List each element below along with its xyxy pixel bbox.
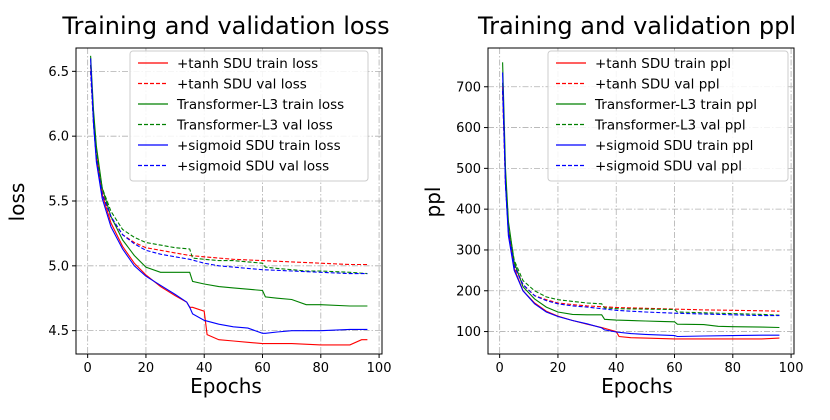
loss-chart-series-line-5 (90, 71, 368, 275)
loss-chart-legend-label: +tanh SDU val loss (177, 77, 307, 93)
loss-chart-series-line-4 (90, 58, 368, 334)
ppl-chart-xtick-label: 0 (496, 361, 504, 376)
loss-chart-legend-label: Transformer-L3 train loss (176, 97, 344, 113)
ppl-chart-title: Training and validation ppl (477, 12, 796, 40)
loss-chart-legend-label: +tanh SDU train loss (177, 56, 318, 72)
ppl-chart-ylabel: ppl (421, 187, 445, 218)
loss-chart-xtick-label: 80 (313, 361, 330, 376)
ppl-chart-xtick-label: 60 (666, 361, 683, 376)
ppl-chart-series (502, 62, 780, 340)
loss-chart-ticks: 0 20 40 60 80 100 4.5 5.0 5.5 6.0 6.5 (48, 65, 391, 376)
loss-chart-legend-label: +sigmoid SDU val loss (177, 159, 329, 175)
loss-chart-legend-label: Transformer-L3 val loss (176, 118, 333, 134)
ppl-chart-ytick-label: 700 (456, 80, 481, 95)
loss-chart-xtick-label: 0 (84, 361, 92, 376)
loss-chart-ytick-label: 6.5 (48, 65, 69, 80)
ppl-chart-ytick-label: 400 (456, 203, 481, 218)
ppl-chart-ytick-label: 500 (456, 162, 481, 177)
ppl-chart-legend-box (547, 50, 789, 182)
loss-chart-ylabel: loss (5, 183, 29, 222)
loss-chart-ytick-label: 5.5 (48, 195, 69, 210)
loss-chart-xlabel: Epochs (190, 374, 262, 398)
ppl-chart-legend-label: Transformer-L3 val ppl (594, 118, 746, 134)
loss-chart-ytick-label: 4.5 (48, 324, 69, 339)
ppl-chart-series-line-3 (502, 82, 780, 316)
ppl-chart-series-line-2 (502, 62, 780, 329)
loss-chart-xtick-label: 60 (254, 361, 271, 376)
ppl-chart-ytick-label: 600 (456, 121, 481, 136)
loss-chart-title: Training and validation loss (61, 12, 389, 40)
ppl-chart-series-line-4 (502, 72, 780, 338)
ppl-chart-ytick-label: 300 (456, 243, 481, 258)
ppl-chart-legend-label: +tanh SDU train ppl (595, 56, 731, 72)
ppl-chart-xlabel: Epochs (601, 374, 673, 398)
ppl-chart: Training and validation ppl Epochs ppl 0… (421, 12, 803, 398)
loss-chart-series-line-0 (90, 64, 368, 346)
loss-chart-xtick-label: 20 (138, 361, 155, 376)
ppl-chart-ytick-label: 100 (456, 325, 481, 340)
ppl-chart-ytick-label: 200 (456, 284, 481, 299)
loss-chart-xtick-label: 40 (196, 361, 213, 376)
ppl-chart-series-line-5 (502, 90, 780, 317)
ppl-chart-xtick-label: 100 (779, 361, 804, 376)
ppl-chart-frame (487, 47, 795, 355)
ppl-chart-legend-label: +sigmoid SDU train ppl (595, 138, 753, 154)
ppl-chart-xtick-label: 80 (725, 361, 742, 376)
ppl-chart-legend-label: +tanh SDU val ppl (595, 77, 720, 93)
ppl-chart-legend-label: Transformer-L3 train ppl (594, 97, 757, 113)
loss-chart-ytick-label: 5.0 (48, 259, 69, 274)
loss-chart-ytick-label: 6.0 (48, 130, 69, 145)
loss-chart-legend: +tanh SDU train loss +tanh SDU val loss Tr… (129, 50, 369, 182)
ppl-chart-legend: +tanh SDU train ppl +tanh SDU val ppl Tran… (547, 50, 789, 182)
loss-chart-series-line-3 (90, 64, 368, 275)
ppl-chart-ticks: 0 20 40 60 80 100 100 200 300 400 500 600 700 (456, 80, 803, 376)
ppl-chart-xtick-label: 40 (608, 361, 625, 376)
loss-chart-legend-label: +sigmoid SDU train loss (177, 138, 341, 154)
loss-chart: Training and validation loss Epochs loss… (5, 12, 391, 398)
loss-chart-series-line-2 (90, 55, 368, 307)
loss-chart-series (90, 55, 368, 346)
loss-chart-xtick-label: 100 (367, 361, 392, 376)
loss-chart-legend-box (129, 50, 369, 182)
ppl-chart-legend-label: +sigmoid SDU val ppl (595, 159, 742, 175)
ppl-chart-xtick-label: 20 (550, 361, 567, 376)
